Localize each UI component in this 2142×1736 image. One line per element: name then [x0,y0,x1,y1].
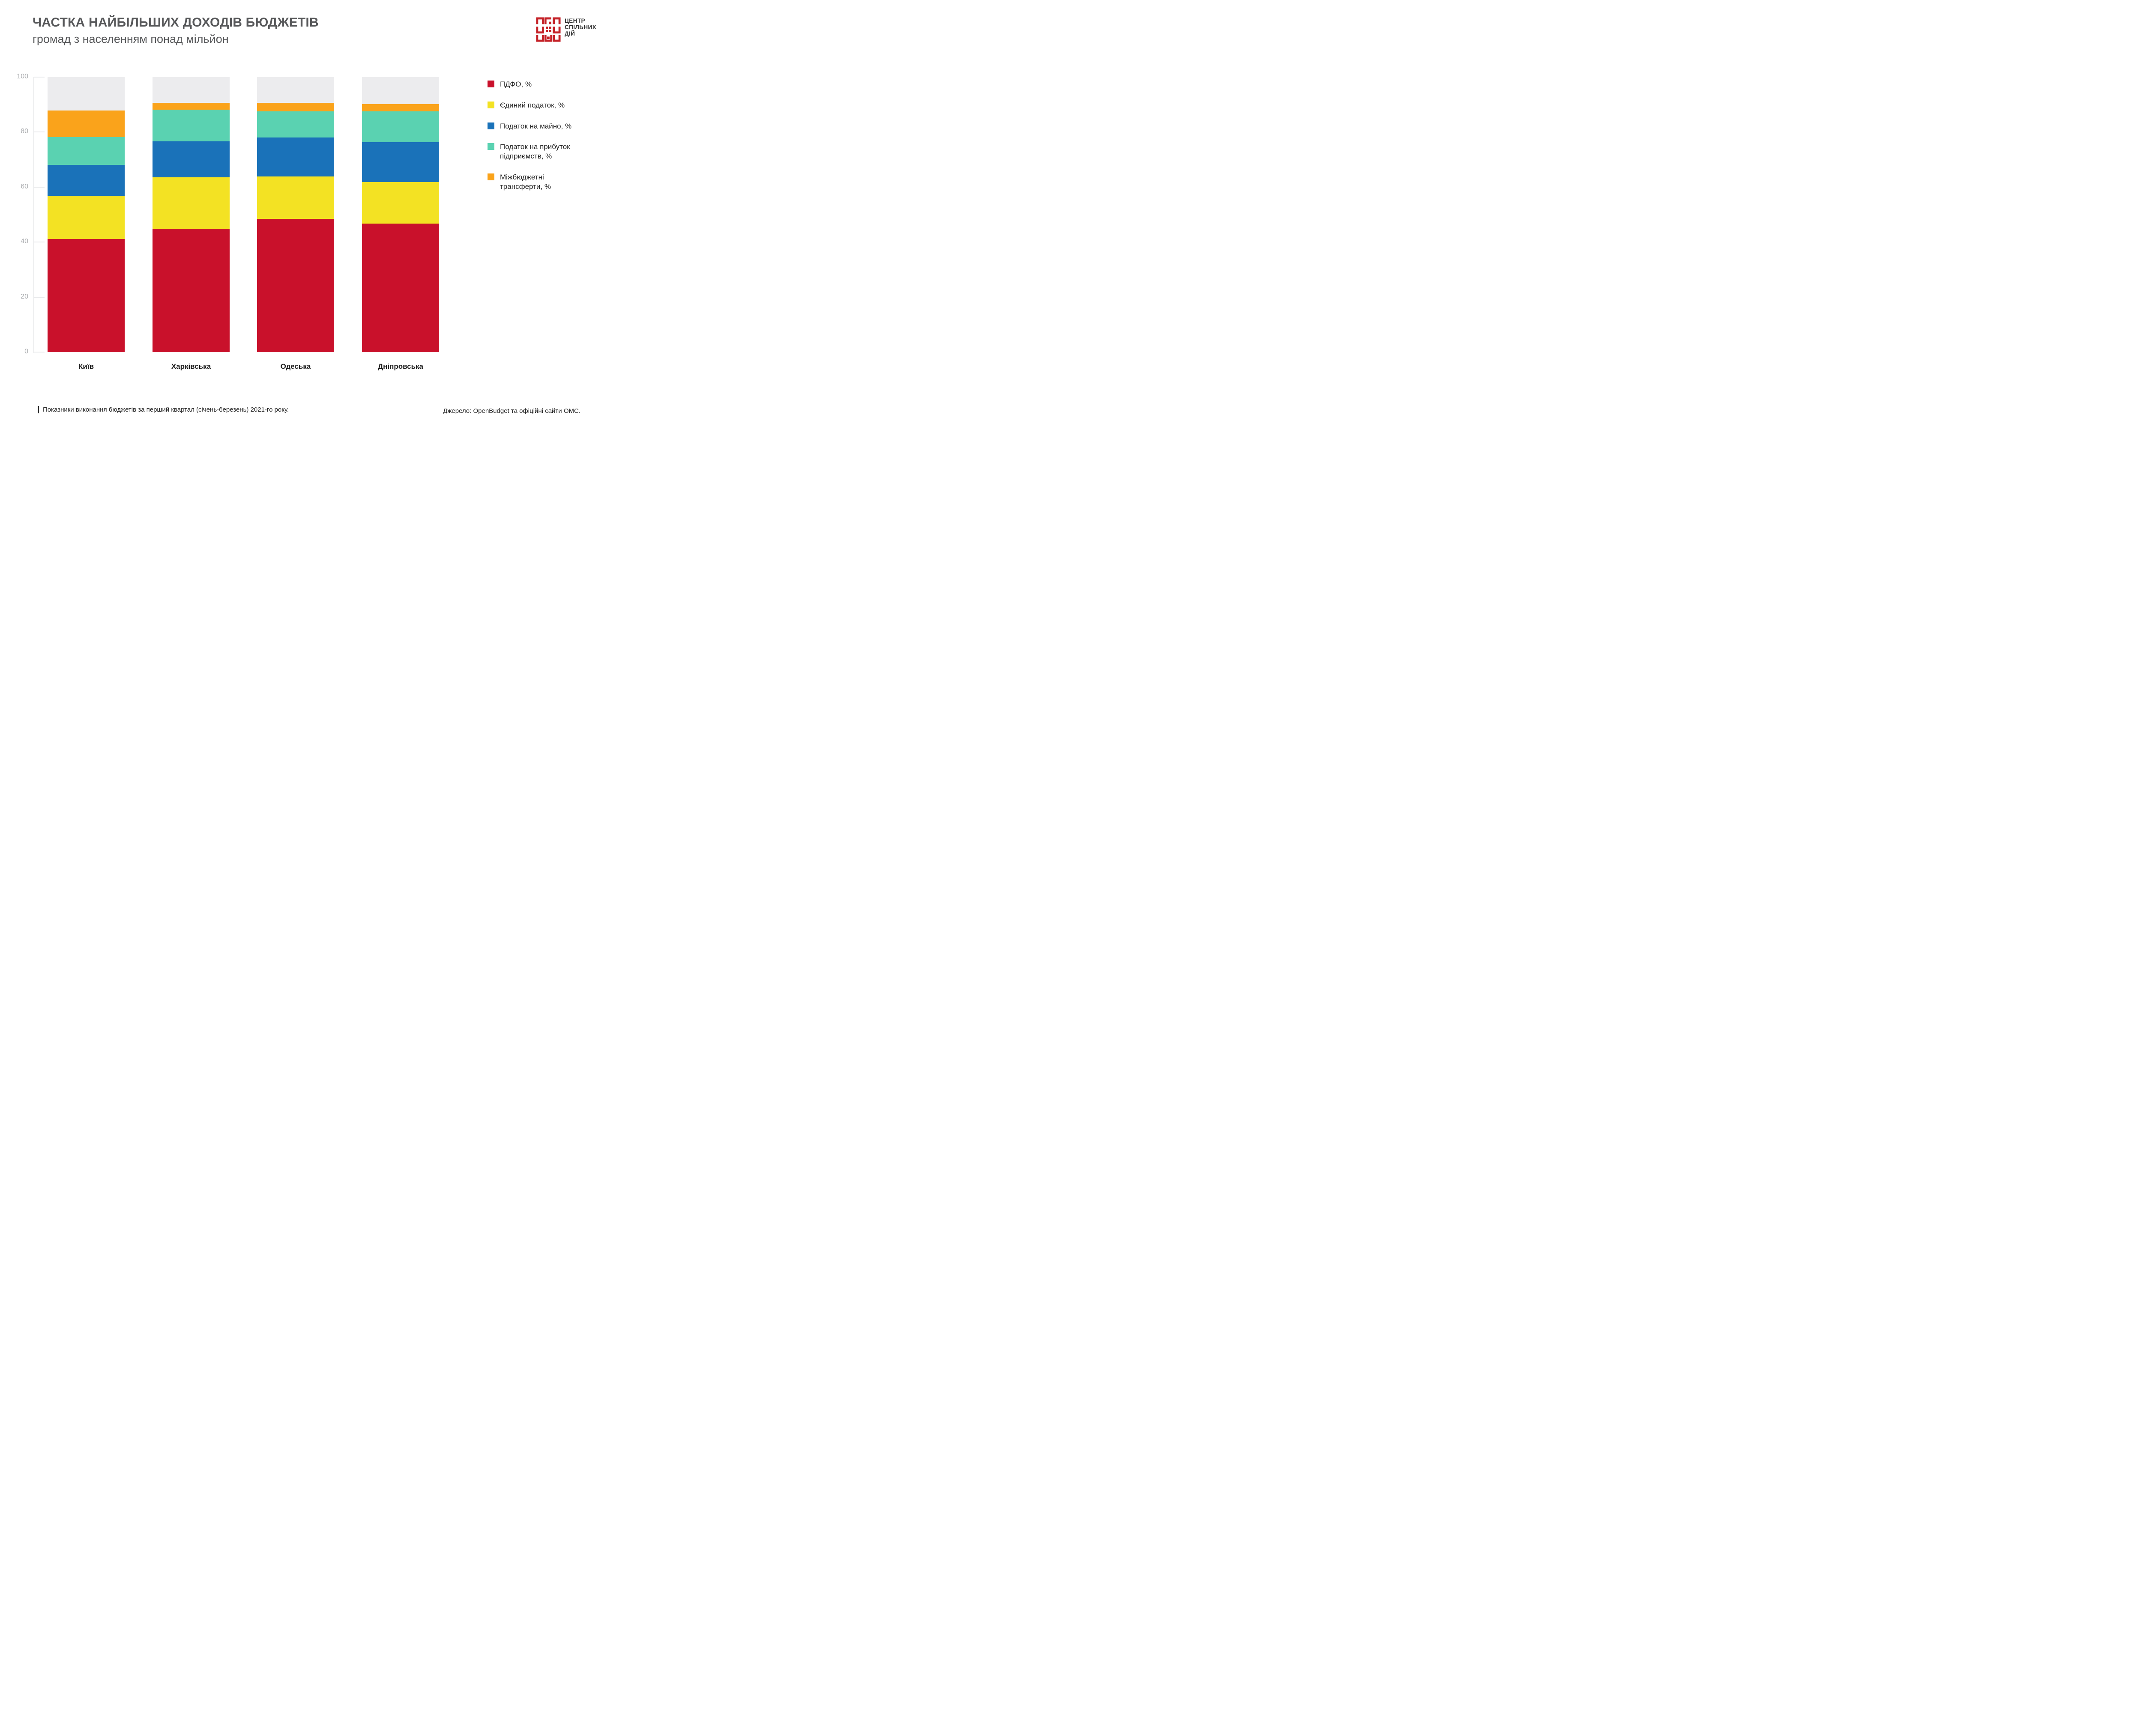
legend-swatch [488,101,494,108]
bar-segment [48,239,125,352]
logo-text: ЦЕНТР СПІЛЬНИХ ДІЙ [565,18,596,37]
bar-segment [257,176,334,219]
legend-swatch [488,143,494,150]
bar-segment [257,103,334,111]
logo-text-line3: ДІЙ [565,30,575,37]
bar-segment [362,223,439,352]
bar-segment [153,177,230,229]
bar-segment [48,196,125,239]
legend-item: Податок на майно, % [488,122,588,131]
y-tick-label: 80 [21,128,28,135]
y-tick-mark [34,131,45,133]
footer-source: Джерело: OpenBudget та офіційні сайти ОМ… [443,407,580,415]
y-tick-mark [34,352,45,353]
bar-segment [257,77,334,103]
legend-swatch [488,173,494,180]
x-axis-label: Одеська [280,362,311,371]
bar-1 [48,77,125,352]
bar-3 [257,77,334,352]
y-tick-mark [34,77,45,78]
stacked-bar-chart: 0 20 40 60 80 100 Київ Харківська Одеська Дніпров… [17,73,458,371]
y-tick-label: 40 [21,238,28,245]
legend-swatch [488,81,494,87]
y-tick-mark [34,186,45,188]
bar-segment [257,111,334,137]
legend-label: Податок на прибуток підприємств, % [500,143,570,160]
bar-2 [153,77,230,352]
bar-segment [362,104,439,111]
footer-note: Показники виконання бюджетів за перший к… [38,406,289,413]
footer-accent-bar [38,406,39,413]
x-axis-label: Дніпровська [377,362,424,371]
org-logo: ЦЕНТР СПІЛЬНИХ ДІЙ [536,17,596,44]
bar-segment [257,137,334,176]
bar-segment [48,111,125,137]
legend-label: ПДФО, % [500,80,532,88]
page-subtitle: громад з населенням понад мільйон [33,33,229,45]
infographic-canvas: ЧАСТКА НАЙБІЛЬШИХ ДОХОДІВ БЮДЖЕТІВ грома… [0,0,611,434]
legend-item: ПДФО, % [488,80,588,89]
page-title: ЧАСТКА НАЙБІЛЬШИХ ДОХОДІВ БЮДЖЕТІВ [33,15,319,30]
bar-segment [362,77,439,104]
bar-segment [362,111,439,143]
bar-segment [48,165,125,196]
y-tick-label: 20 [21,293,28,300]
chart-legend: ПДФО, % Єдиний податок, % Податок на майно… [488,80,588,191]
bar-segment [153,141,230,177]
bar-segment [153,109,230,141]
legend-item: Міжбюджетні трансферти, % [488,173,588,191]
bar-segment [153,228,230,352]
x-axis-label: Київ [78,362,94,371]
y-axis-line [33,77,34,353]
bar-segment [48,137,125,165]
y-tick-label: 0 [24,348,28,355]
bar-segment [362,182,439,224]
y-tick-mark [34,296,45,298]
logo-text-line2: СПІЛЬНИХ [565,24,597,31]
header: ЧАСТКА НАЙБІЛЬШИХ ДОХОДІВ БЮДЖЕТІВ грома… [33,15,319,46]
bar-segment [153,77,230,103]
bar-segment [153,102,230,110]
logo-mark-icon [536,17,561,44]
footer-note-text: Показники виконання бюджетів за перший к… [43,406,289,413]
legend-swatch [488,122,494,129]
x-axis-label: Харківська [171,362,211,371]
legend-label: Податок на майно, % [500,122,572,130]
bar-segment [257,218,334,352]
legend-item: Податок на прибуток підприємств, % [488,142,588,161]
y-tick-label: 100 [17,73,28,80]
y-tick-label: 60 [21,182,28,190]
logo-text-line1: ЦЕНТР [565,18,585,24]
legend-item: Єдиний податок, % [488,101,588,110]
legend-label: Міжбюджетні трансферти, % [500,173,551,191]
bar-4 [362,77,439,352]
bar-segment [48,77,125,111]
bar-segment [362,142,439,182]
legend-label: Єдиний податок, % [500,101,565,109]
